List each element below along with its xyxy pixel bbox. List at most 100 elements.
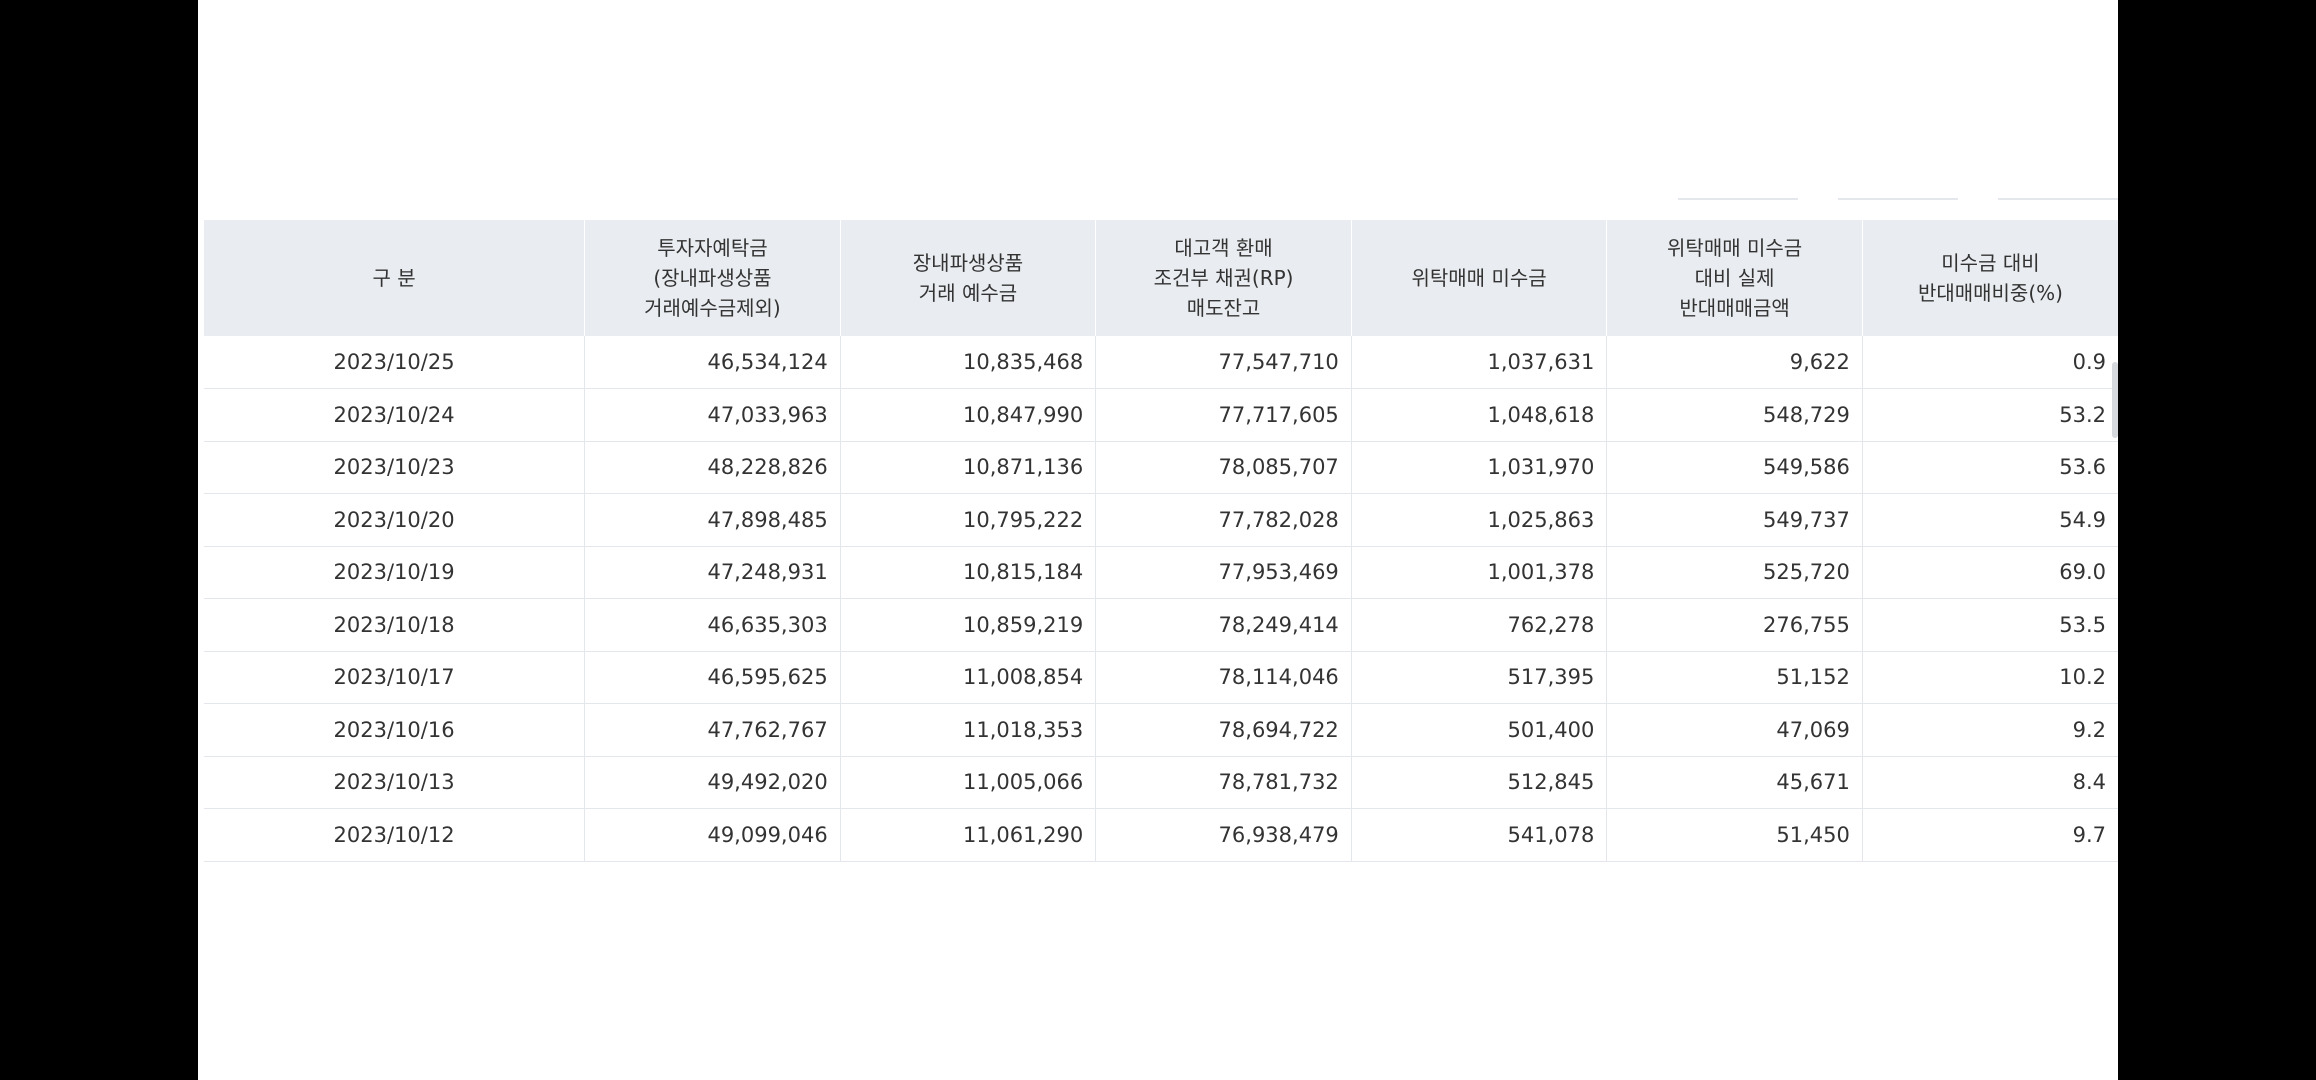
- value-cell: 549,737: [1606, 493, 1863, 547]
- value-cell: 512,845: [1350, 756, 1607, 809]
- header-line: (장내파생상품: [653, 266, 772, 290]
- value-cell: 548,729: [1606, 388, 1863, 442]
- value-cell: 10.2: [1861, 651, 2118, 704]
- value-cell: 762,278: [1350, 598, 1607, 652]
- date-cell: 2023/10/23: [204, 441, 585, 494]
- header-line: 위탁매매 미수금: [1411, 266, 1547, 290]
- header-credit-receivable: 위탁매매 미수금: [1350, 220, 1607, 336]
- table-row: 2023/10/13 49,492,020 11,005,066 78,781,732…: [204, 756, 2118, 809]
- date-cell: 2023/10/12: [204, 808, 585, 862]
- value-cell: 1,037,631: [1350, 336, 1607, 389]
- header-line: 미수금 대비: [1941, 251, 2040, 275]
- header-row: 구 분 투자자예탁금 (장내파생상품 거래예수금제외) 장내파생상품 거래 예수금 대고객 …: [204, 220, 2118, 336]
- top-tab-3[interactable]: [1998, 198, 2118, 200]
- value-cell: 1,025,863: [1350, 493, 1607, 547]
- value-cell: 49,099,046: [584, 808, 841, 862]
- table-row: 2023/10/20 47,898,485 10,795,222 77,782,028…: [204, 493, 2118, 547]
- value-cell: 10,795,222: [839, 493, 1096, 547]
- value-cell: 51,152: [1606, 651, 1863, 704]
- table-row: 2023/10/18 46,635,303 10,859,219 78,249,414…: [204, 598, 2118, 652]
- value-cell: 47,898,485: [584, 493, 841, 547]
- value-cell: 77,782,028: [1095, 493, 1352, 547]
- value-cell: 46,595,625: [584, 651, 841, 704]
- value-cell: 53.5: [1861, 598, 2118, 652]
- value-cell: 10,871,136: [839, 441, 1096, 494]
- date-cell: 2023/10/18: [204, 598, 585, 652]
- value-cell: 78,781,732: [1095, 756, 1352, 809]
- value-cell: 53.2: [1861, 388, 2118, 442]
- value-cell: 46,635,303: [584, 598, 841, 652]
- table-row: 2023/10/12 49,099,046 11,061,290 76,938,479…: [204, 808, 2118, 862]
- vertical-scrollbar-thumb[interactable]: [2112, 362, 2118, 438]
- header-line: 대고객 환매: [1174, 236, 1273, 260]
- value-cell: 10,815,184: [839, 546, 1096, 599]
- value-cell: 77,953,469: [1095, 546, 1352, 599]
- table-row: 2023/10/23 48,228,826 10,871,136 78,085,707…: [204, 441, 2118, 494]
- value-cell: 54.9: [1861, 493, 2118, 547]
- table-row: 2023/10/19 47,248,931 10,815,184 77,953,469…: [204, 546, 2118, 599]
- value-cell: 517,395: [1350, 651, 1607, 704]
- value-cell: 525,720: [1606, 546, 1863, 599]
- value-cell: 9,622: [1606, 336, 1863, 389]
- header-line: 거래예수금제외): [644, 296, 781, 320]
- value-cell: 76,938,479: [1095, 808, 1352, 862]
- date-cell: 2023/10/25: [204, 336, 585, 389]
- top-tab-strip: [1678, 198, 2118, 204]
- value-cell: 1,031,970: [1350, 441, 1607, 494]
- date-cell: 2023/10/20: [204, 493, 585, 547]
- value-cell: 78,114,046: [1095, 651, 1352, 704]
- date-cell: 2023/10/16: [204, 703, 585, 757]
- header-line: 조건부 채권(RP): [1153, 266, 1294, 290]
- table-row: 2023/10/24 47,033,963 10,847,990 77,717,605…: [204, 388, 2118, 442]
- page-screen: 구 분 투자자예탁금 (장내파생상품 거래예수금제외) 장내파생상품 거래 예수금 대고객 …: [198, 0, 2118, 1080]
- value-cell: 45,671: [1606, 756, 1863, 809]
- top-tab-2[interactable]: [1838, 198, 1958, 200]
- date-cell: 2023/10/17: [204, 651, 585, 704]
- value-cell: 0.9: [1861, 336, 2118, 389]
- top-tab-1[interactable]: [1678, 198, 1798, 200]
- value-cell: 10,847,990: [839, 388, 1096, 442]
- table-row: 2023/10/17 46,595,625 11,008,854 78,114,046…: [204, 651, 2118, 704]
- header-line: 구 분: [372, 266, 416, 290]
- value-cell: 47,033,963: [584, 388, 841, 442]
- value-cell: 77,547,710: [1095, 336, 1352, 389]
- table-body: 2023/10/25 46,534,124 10,835,468 77,547,710…: [204, 336, 2118, 862]
- value-cell: 501,400: [1350, 703, 1607, 757]
- value-cell: 276,755: [1606, 598, 1863, 652]
- value-cell: 48,228,826: [584, 441, 841, 494]
- value-cell: 9.7: [1861, 808, 2118, 862]
- header-line: 반대매매비중(%): [1917, 281, 2063, 305]
- header-line: 투자자예탁금: [657, 236, 768, 260]
- header-line: 매도잔고: [1186, 296, 1261, 320]
- value-cell: 549,586: [1606, 441, 1863, 494]
- value-cell: 47,762,767: [584, 703, 841, 757]
- header-line: 반대매매금액: [1679, 296, 1790, 320]
- value-cell: 53.6: [1861, 441, 2118, 494]
- value-cell: 10,859,219: [839, 598, 1096, 652]
- table-row: 2023/10/25 46,534,124 10,835,468 77,547,710…: [204, 336, 2118, 389]
- header-line: 거래 예수금: [918, 281, 1018, 305]
- date-cell: 2023/10/24: [204, 388, 585, 442]
- deposit-statistics-table: 구 분 투자자예탁금 (장내파생상품 거래예수금제외) 장내파생상품 거래 예수금 대고객 …: [204, 220, 2118, 862]
- table-row: 2023/10/16 47,762,767 11,018,353 78,694,722…: [204, 703, 2118, 757]
- value-cell: 10,835,468: [839, 336, 1096, 389]
- header-category: 구 분: [204, 220, 585, 336]
- value-cell: 1,048,618: [1350, 388, 1607, 442]
- value-cell: 11,008,854: [839, 651, 1096, 704]
- value-cell: 78,694,722: [1095, 703, 1352, 757]
- value-cell: 47,248,931: [584, 546, 841, 599]
- table-header: 구 분 투자자예탁금 (장내파생상품 거래예수금제외) 장내파생상품 거래 예수금 대고객 …: [204, 220, 2118, 336]
- header-line: 대비 실제: [1694, 266, 1775, 290]
- value-cell: 11,018,353: [839, 703, 1096, 757]
- header-line: 위탁매매 미수금: [1667, 236, 1803, 260]
- header-line: 장내파생상품: [912, 251, 1024, 275]
- value-cell: 46,534,124: [584, 336, 841, 389]
- value-cell: 49,492,020: [584, 756, 841, 809]
- value-cell: 77,717,605: [1095, 388, 1352, 442]
- value-cell: 1,001,378: [1350, 546, 1607, 599]
- value-cell: 9.2: [1861, 703, 2118, 757]
